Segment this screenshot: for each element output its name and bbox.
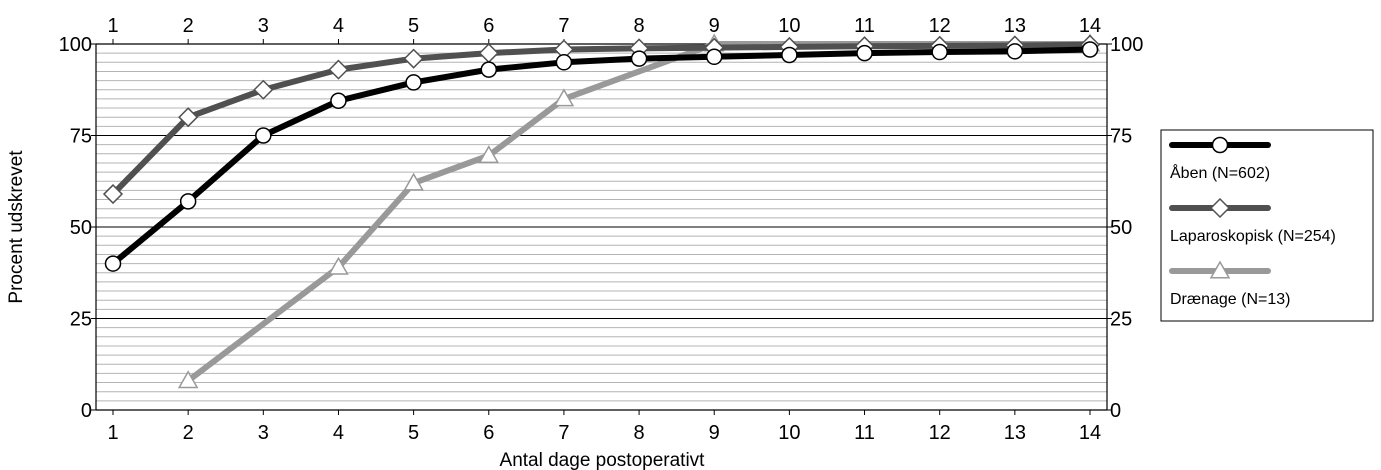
data-point	[478, 145, 500, 164]
y-tick-label-left: 0	[81, 400, 92, 422]
data-point	[1006, 43, 1024, 60]
data-point	[705, 48, 723, 66]
x-tick-label-bottom: 11	[854, 422, 875, 444]
y-tick-labels-left: 0 25 50 75 100	[59, 34, 96, 422]
x-tick-label-bottom: 8	[634, 422, 645, 444]
x-tick-label-top: 1	[107, 15, 118, 37]
legend-label: Åben (N=602)	[1170, 163, 1270, 182]
x-tick-label-top: 7	[558, 15, 569, 37]
x-tick-label-bottom: 12	[929, 422, 951, 444]
x-tick-label-top: 14	[1079, 15, 1101, 37]
data-point	[178, 107, 199, 128]
y-tick-label-right: 0	[1110, 400, 1121, 422]
y-tick-label-left: 100	[59, 34, 92, 56]
y-tick-label-right: 100	[1110, 34, 1143, 56]
legend-label: Laparoskopisk (N=254)	[1170, 228, 1336, 245]
x-tick-label-bottom: 4	[333, 422, 344, 444]
y-tick-label-right: 25	[1110, 309, 1132, 331]
x-tick-label-bottom: 5	[408, 422, 419, 444]
y-axis-title: Procent udskrevet	[6, 150, 27, 304]
x-tick-label-top: 2	[183, 15, 194, 37]
series-line	[110, 46, 1093, 267]
legend-label: Drænage (N=13)	[1170, 291, 1291, 308]
data-point	[104, 255, 122, 272]
x-tick-label-bottom: 6	[483, 422, 494, 444]
y-tick-label-left: 25	[70, 309, 92, 331]
data-point	[255, 127, 272, 144]
y-tick-label-right: 75	[1110, 126, 1132, 148]
x-tick-label-bottom: 14	[1079, 422, 1101, 444]
data-point	[480, 61, 498, 78]
y-tick-label-right: 50	[1110, 217, 1132, 239]
series-layer	[102, 33, 1101, 389]
legend-swatch-marker	[1209, 260, 1231, 279]
data-point	[102, 183, 124, 205]
x-axis-title: Antal dage postoperativt	[500, 450, 706, 470]
data-point	[931, 43, 948, 61]
data-point	[405, 74, 422, 91]
x-tick-labels-top: 1 2 3 4 5 6 7 8 9 10 11 12 13 14	[107, 15, 1101, 44]
data-point	[177, 370, 199, 389]
x-tick-labels-bottom: 1 2 3 4 5 6 7 8 9 10 11 12 13 14	[107, 410, 1101, 444]
data-point	[330, 92, 347, 109]
x-tick-label-top: 3	[258, 15, 269, 37]
data-point	[555, 54, 573, 71]
x-tick-label-bottom: 7	[558, 422, 569, 444]
x-tick-label-top: 5	[408, 15, 419, 37]
series-1	[104, 41, 1099, 272]
x-tick-label-top: 6	[483, 15, 494, 37]
data-point	[553, 88, 575, 107]
y-tick-labels-right: 0 25 50 75 100	[1107, 34, 1143, 422]
x-tick-label-bottom: 13	[1004, 422, 1026, 444]
data-point	[328, 256, 349, 275]
y-tick-label-left: 50	[70, 217, 92, 239]
series-line	[110, 41, 1093, 198]
x-tick-label-bottom: 10	[778, 422, 800, 444]
data-point	[781, 46, 798, 64]
x-tick-label-top: 8	[634, 15, 645, 37]
data-point	[1081, 41, 1099, 58]
legend-swatch-marker	[1209, 197, 1231, 219]
x-tick-label-top: 13	[1004, 15, 1026, 37]
data-point	[253, 79, 274, 100]
x-tick-label-top: 4	[333, 15, 344, 37]
data-point	[403, 48, 424, 69]
legend-swatch-marker	[1211, 136, 1229, 154]
x-tick-label-bottom: 3	[258, 422, 269, 444]
x-tick-label-bottom: 9	[709, 422, 720, 444]
y-tick-label-left: 75	[70, 126, 92, 148]
legend-box	[1160, 129, 1374, 322]
x-tick-label-top: 12	[929, 15, 951, 37]
data-point	[179, 193, 197, 210]
x-tick-label-bottom: 2	[183, 422, 194, 444]
x-tick-label-bottom: 1	[107, 422, 118, 444]
data-point	[328, 59, 349, 80]
legend: Åben (N=602) Laparoskopisk (N=254) Drænage…	[1160, 129, 1374, 322]
data-point	[403, 172, 424, 191]
data-point	[630, 50, 648, 67]
x-tick-label-top: 9	[709, 15, 720, 37]
x-tick-label-top: 10	[778, 15, 800, 37]
data-point	[856, 44, 873, 62]
x-tick-label-top: 11	[854, 15, 875, 37]
